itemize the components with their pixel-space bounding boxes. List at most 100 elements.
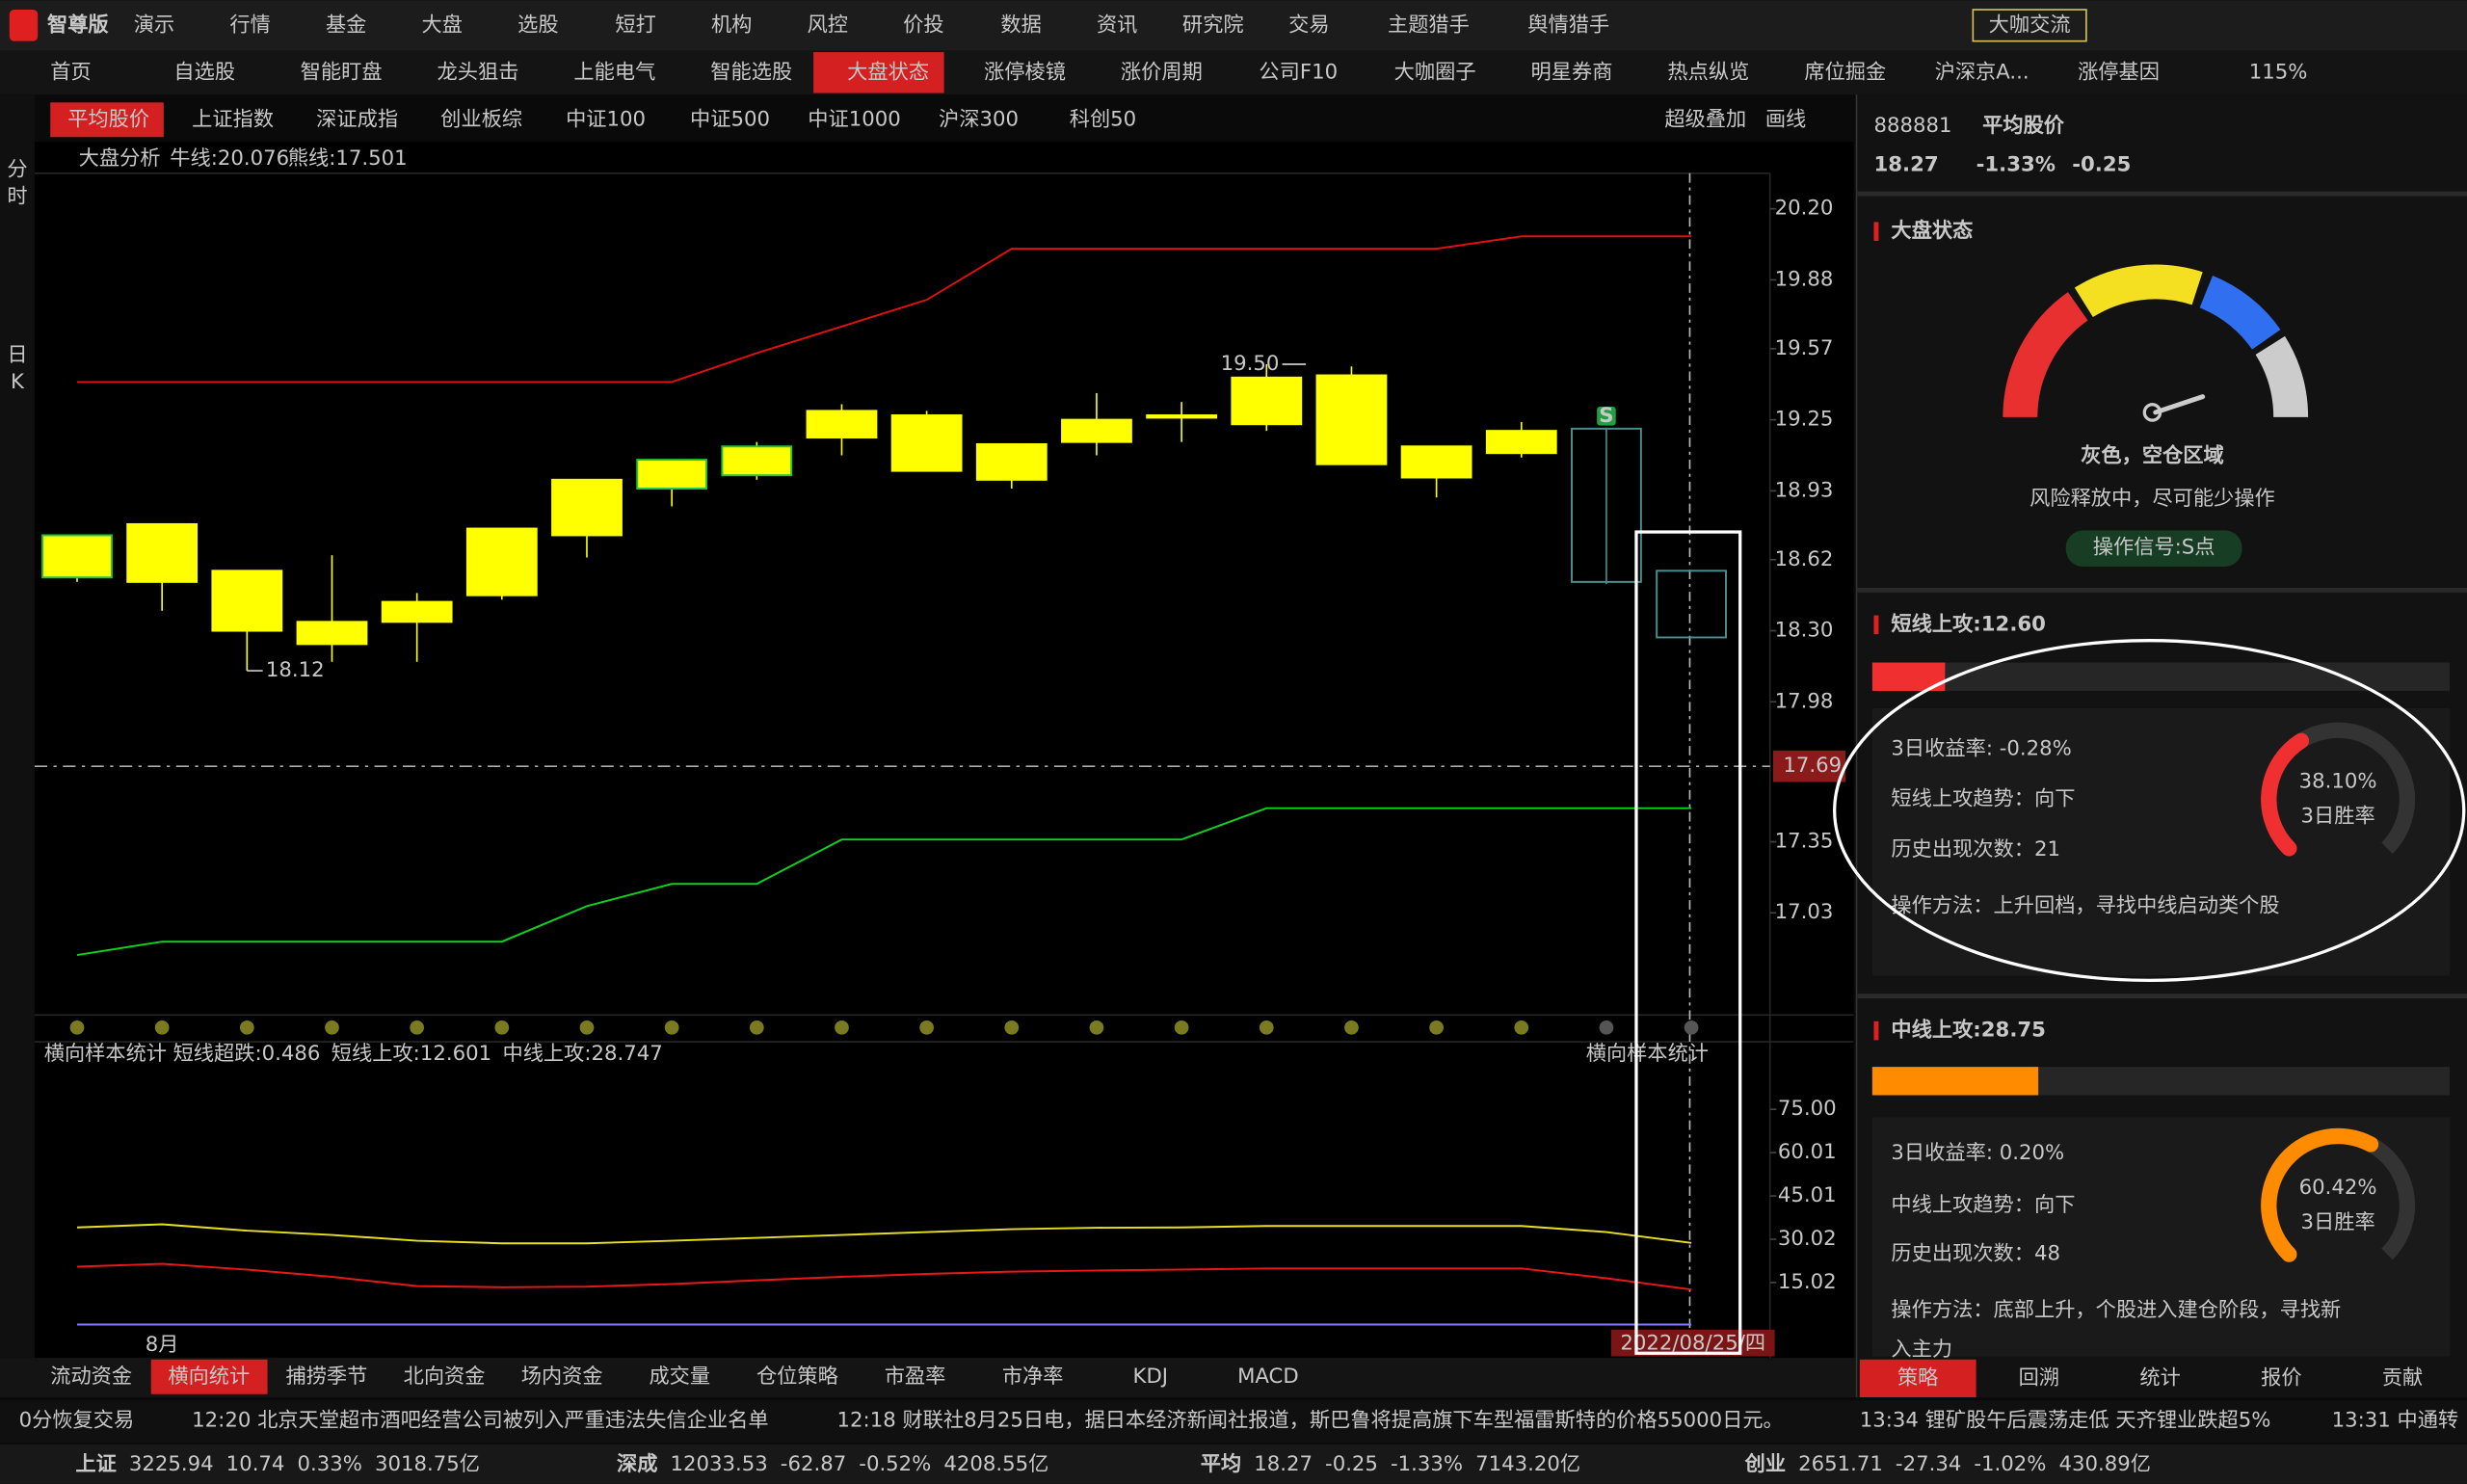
news-item[interactable]: 13:34 锂矿股午后震荡走低 天齐锂业跌超5% xyxy=(1860,1408,2271,1432)
tab[interactable]: 首页 xyxy=(50,60,91,84)
y-tick-label: 17.35 xyxy=(1775,830,1834,854)
candle-body xyxy=(890,414,963,472)
tab[interactable]: 智能盯盘 xyxy=(301,60,383,84)
gauge-hub xyxy=(2142,403,2162,422)
name: 平均股价 xyxy=(1982,113,2065,138)
sub-tab[interactable]: 创业板综 xyxy=(440,107,522,131)
tool[interactable]: 超级叠加 xyxy=(1664,107,1746,131)
index-pct: -0.52% xyxy=(859,1452,931,1476)
menu-item[interactable]: 选股 xyxy=(517,13,558,37)
sub-tab[interactable]: 中证500 xyxy=(690,107,770,131)
y-tick-label: 17.98 xyxy=(1775,689,1834,713)
menu-item[interactable]: 资讯 xyxy=(1097,13,1137,37)
tab[interactable]: 智能选股 xyxy=(710,60,792,84)
news-item[interactable]: 12:20 北京天堂超市酒吧经营公司被列入严重违法失信企业名单 xyxy=(192,1408,768,1432)
bottom-tab[interactable]: 流动资金 xyxy=(50,1365,132,1389)
signal-dot xyxy=(154,1020,170,1035)
panel-tab[interactable]: 统计 xyxy=(2139,1365,2180,1390)
section-title: 大盘状态 xyxy=(1891,218,1974,243)
news-item[interactable]: 12:18 财联社8月25日电，据日本经济新闻社报道，斯巴鲁将提高旗下车型福雷斯… xyxy=(837,1408,1784,1432)
tab[interactable]: 公司F10 xyxy=(1259,60,1338,84)
menu-item[interactable]: 交易 xyxy=(1288,13,1329,37)
menu-item[interactable]: 研究院 xyxy=(1182,13,1244,37)
sub-tab[interactable]: 沪深300 xyxy=(939,107,1019,131)
section-title: 短线上攻:12.60 xyxy=(1891,611,2045,636)
y-tick-label: 19.57 xyxy=(1775,336,1834,360)
panel-tab[interactable]: 报价 xyxy=(2261,1365,2301,1390)
bottom-tab[interactable]: 北向资金 xyxy=(404,1365,486,1389)
sub-tab[interactable]: 中证100 xyxy=(566,107,646,131)
side-tab[interactable]: 日 xyxy=(7,343,27,367)
y-tick-label: 18.62 xyxy=(1775,547,1834,571)
signal-dot xyxy=(1174,1020,1189,1035)
bottom-tab[interactable]: 仓位策略 xyxy=(756,1365,838,1389)
bottom-tab[interactable]: 市净率 xyxy=(1002,1365,1064,1389)
signal-text: 操作信号:S点 xyxy=(2093,535,2215,559)
menu-item[interactable]: 短打 xyxy=(615,13,655,37)
side-tab[interactable]: 分 xyxy=(7,158,27,182)
tab[interactable]: 上能电气 xyxy=(573,60,655,84)
tab[interactable]: 明星券商 xyxy=(1531,60,1613,84)
current-price-label: 17.69 xyxy=(1783,754,1842,778)
zoom: 115% xyxy=(2249,60,2308,84)
menu-item[interactable]: 基金 xyxy=(326,13,366,37)
panel-tab[interactable]: 贡献 xyxy=(2382,1365,2423,1390)
menu-item[interactable]: 机构 xyxy=(711,13,752,37)
index-amount: 7143.20亿 xyxy=(1475,1452,1580,1476)
news-item[interactable]: 13:31 中通转 xyxy=(2332,1408,2459,1432)
panel-tab[interactable]: 策略 xyxy=(1897,1365,1938,1390)
menu-item[interactable]: 数据 xyxy=(1000,13,1041,37)
sub-tab[interactable]: 中证1000 xyxy=(808,107,900,131)
side-tab[interactable]: 时 xyxy=(7,184,27,208)
candle-body xyxy=(1656,570,1727,639)
bottom-tab[interactable]: MACD xyxy=(1237,1365,1299,1389)
tab[interactable]: 大盘状态 xyxy=(847,60,929,84)
bottom-tab[interactable]: 横向统计 xyxy=(168,1365,250,1389)
guest-frame[interactable] xyxy=(1972,9,2087,42)
menu-item[interactable]: 主题猎手 xyxy=(1388,13,1470,37)
y-tick-label: 60.01 xyxy=(1778,1140,1837,1164)
legend-entry: 短线超跌:0.486 xyxy=(173,1042,321,1066)
tab[interactable]: 席位掘金 xyxy=(1804,60,1886,84)
menu-item[interactable]: 风控 xyxy=(808,13,848,37)
bottom-tab[interactable]: 场内资金 xyxy=(521,1365,603,1389)
menu-item[interactable]: 行情 xyxy=(229,13,270,37)
tab[interactable]: 涨停基因 xyxy=(2078,60,2160,84)
candle-body xyxy=(806,410,878,439)
tab[interactable]: 大咖圈子 xyxy=(1394,60,1476,84)
candle-body xyxy=(1231,376,1303,426)
sub-tab[interactable]: 上证指数 xyxy=(192,107,274,131)
candle-body xyxy=(1571,427,1642,583)
tab[interactable]: 涨停棱镜 xyxy=(984,60,1066,84)
index-pct: 0.33% xyxy=(298,1452,362,1476)
tool[interactable]: 画线 xyxy=(1765,107,1806,131)
guest-button[interactable]: 大咖交流 xyxy=(1989,13,2071,37)
gauge-needle xyxy=(2153,394,2206,415)
news-item[interactable]: 0分恢复交易 xyxy=(19,1408,135,1432)
panel-tab[interactable]: 回溯 xyxy=(2019,1365,2059,1390)
side-tab[interactable]: K xyxy=(11,370,25,394)
chart-area xyxy=(34,142,1854,1359)
bottom-tab[interactable]: KDJ xyxy=(1133,1365,1169,1389)
tab[interactable]: 自选股 xyxy=(173,60,235,84)
sub-tab[interactable]: 科创50 xyxy=(1070,107,1136,131)
tab[interactable]: 涨价周期 xyxy=(1121,60,1203,84)
sub-tab[interactable]: 深证成指 xyxy=(316,107,398,131)
signal: S xyxy=(1599,404,1613,428)
bottom-tab[interactable]: 成交量 xyxy=(649,1365,710,1389)
bottom-tab[interactable]: 市盈率 xyxy=(885,1365,946,1389)
tab[interactable]: 热点纵览 xyxy=(1667,60,1749,84)
bottom-tab[interactable]: 捕捞季节 xyxy=(285,1365,367,1389)
indicator-name: 大盘分析 xyxy=(79,146,161,171)
menu-item[interactable]: 价投 xyxy=(903,13,943,37)
menu-item[interactable]: 舆情猎手 xyxy=(1527,13,1609,37)
header-mark xyxy=(1873,1020,1879,1041)
tab[interactable]: 沪深京A... xyxy=(1935,60,2029,84)
sub-tab[interactable]: 平均股价 xyxy=(67,107,149,131)
demo-badge: 演示 xyxy=(134,13,174,37)
menu-item[interactable]: 大盘 xyxy=(422,13,463,37)
candle-body xyxy=(721,445,793,477)
tab[interactable]: 龙头狙击 xyxy=(438,60,519,84)
candle-body xyxy=(1485,430,1557,455)
bull-label: 牛线:20.076 xyxy=(170,146,289,171)
